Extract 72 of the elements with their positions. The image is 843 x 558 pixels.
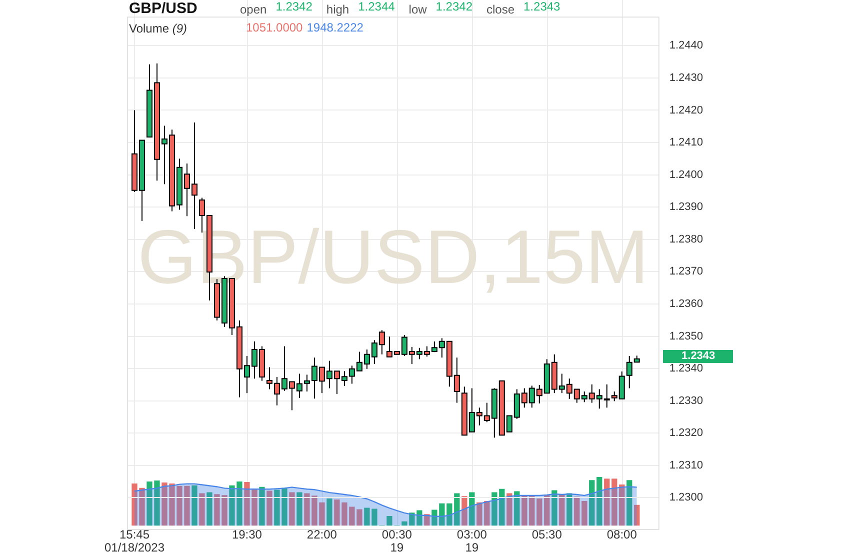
text: high [326,2,350,16]
y-tick-label: 1.2300 [669,492,704,504]
bar [432,510,438,526]
text: close [486,2,515,16]
bar [604,478,610,526]
y-tick-label: 1.2350 [669,330,704,342]
x-tick-label: 22:00 [306,528,338,542]
y-tick-label: 1.2330 [669,394,704,407]
y-tick-label: 1.2410 [669,136,704,149]
x-tick-label: 00:30 19 [382,528,412,555]
y-tick-label: 1.2310 [669,459,704,472]
bar [619,484,625,526]
bar [589,480,595,526]
bar [574,496,580,526]
bar [199,493,205,526]
text: 1.2342 [276,0,313,14]
x-tick-label: 03:00 19 [456,528,488,555]
bar [559,494,565,526]
y-tick-label: 1.2390 [669,201,704,214]
bar [439,503,445,526]
bar [634,504,640,526]
x-tick-label: 15:45 01/18/2023 [104,528,165,555]
bar [484,500,490,526]
bar [259,486,265,526]
bar [469,492,475,526]
y-tick-label: 1.2360 [669,298,704,310]
text: 1.2343 [524,0,561,14]
bar [454,493,460,526]
bar [206,492,212,526]
bar [192,485,198,526]
y-tick-label: 1.2440 [669,40,704,52]
bar [544,494,550,526]
annotation: 1948.2222 [306,20,364,34]
chart-title: GBP/USD [129,0,198,18]
y-tick-label: 1.2400 [669,168,704,181]
price-tag: 1.2343 [663,350,734,364]
bar [386,516,392,526]
y-tick-label: 1.2320 [669,427,704,440]
y-tick-label: 1.2430 [669,72,704,84]
bar [492,492,498,526]
bar [462,496,468,526]
annotation: 1051.0000 [246,20,304,34]
x-tick-label: 05:30 [532,528,562,542]
x-tick-label: 08:00 [606,528,638,542]
bar [596,477,602,526]
text: 1.2344 [358,0,396,14]
y-tick-label: 1.2420 [669,104,704,116]
bar [566,493,572,526]
text: low [408,2,428,16]
bar [582,500,588,526]
bar [612,478,618,526]
y-tick-label: 1.2340 [669,362,704,375]
y-tick-label: 1.2380 [669,233,704,246]
bar [529,496,535,526]
text: open [240,2,267,16]
chart-title: Volume (9) [129,21,188,36]
bar [289,492,295,526]
bar [296,492,302,526]
bar [499,488,505,526]
bar [266,490,272,526]
bar [326,498,332,526]
bar [536,498,542,526]
bar [506,493,512,526]
text: 1.2342 [436,0,473,14]
bar [626,480,632,526]
bar [476,502,482,526]
bar [446,503,452,526]
x-tick-label: 19:30 [232,528,262,542]
bar [552,490,558,526]
bar [514,491,520,526]
bar [522,495,528,526]
y-tick-label: 1.2370 [669,266,704,278]
